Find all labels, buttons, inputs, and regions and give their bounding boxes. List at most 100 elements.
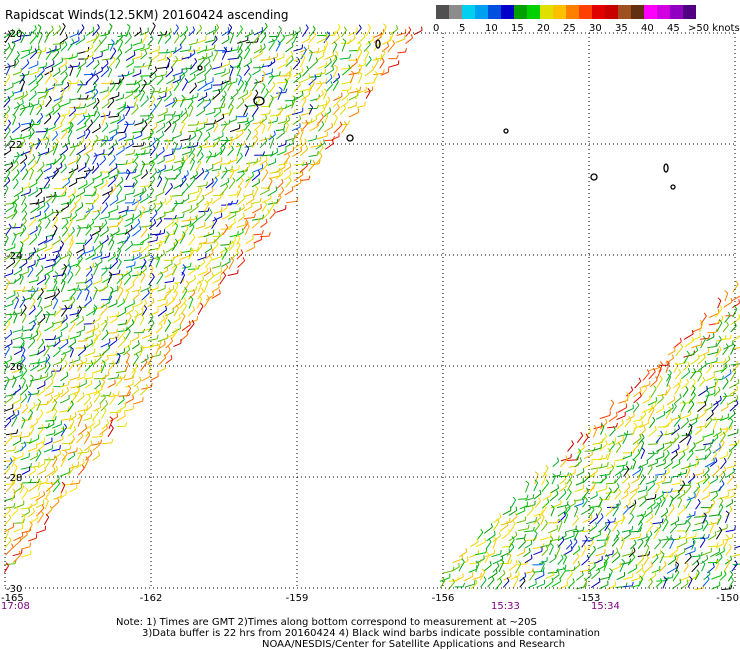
wind-barb-flag [711, 410, 714, 415]
wind-barb [275, 173, 284, 180]
wind-barb [107, 149, 115, 156]
wind-barb-flag [151, 273, 155, 278]
wind-barb [67, 124, 74, 134]
wind-barb-flag [101, 222, 104, 227]
wind-barb [365, 26, 372, 37]
wind-barb-flag [117, 247, 121, 251]
wind-barb-flag [66, 322, 68, 327]
wind-barb-flag [159, 230, 162, 235]
wind-barb-flag [13, 502, 16, 508]
wind-barb-flag [156, 236, 158, 241]
wind-barb [640, 388, 648, 397]
wind-barb [550, 503, 562, 509]
wind-barb-flag [108, 212, 111, 217]
wind-barb [301, 163, 311, 166]
wind-barb [101, 409, 107, 419]
wind-barb-flag [475, 560, 480, 565]
wind-barb-flag [5, 562, 10, 567]
wind-barb-flag [705, 519, 709, 524]
wind-barb-flag [625, 403, 628, 408]
wind-barb [179, 75, 186, 83]
wind-barb [365, 38, 375, 45]
wind-barb-flag [189, 45, 192, 51]
wind-barb [13, 528, 23, 533]
wind-barb [552, 574, 560, 581]
wind-barb [91, 166, 100, 174]
wind-barb [11, 235, 17, 246]
wind-barb [387, 43, 395, 53]
wind-barb-flag [525, 480, 530, 484]
wind-barb [29, 300, 36, 310]
wind-barb [68, 56, 78, 60]
wind-barb [27, 393, 38, 396]
wind-barb [37, 165, 45, 173]
wind-barb [3, 272, 13, 277]
wind-barb [564, 507, 571, 516]
wind-barb [140, 64, 151, 68]
wind-barb [173, 36, 180, 44]
wind-barb [187, 77, 196, 84]
wind-barb [141, 308, 148, 317]
wind-barb [132, 244, 143, 246]
wind-barb [623, 468, 630, 477]
wind-barb-flag [631, 525, 634, 530]
wind-barb-flag [118, 269, 121, 274]
wind-barb [179, 178, 187, 188]
wind-barb [20, 134, 31, 140]
wind-barb [179, 49, 191, 53]
wind-barb [45, 460, 52, 468]
wind-barb [228, 221, 236, 229]
wind-barb [587, 542, 594, 550]
wind-barb-flag [313, 31, 317, 36]
wind-barb-flag [507, 552, 512, 556]
wind-barb [132, 222, 141, 230]
wind-barb-flag [99, 314, 101, 319]
wind-barb [12, 31, 20, 38]
wind-barb [46, 126, 56, 131]
wind-barb [131, 107, 139, 115]
wind-barb-flag [175, 55, 179, 60]
wind-barb-flag [138, 82, 141, 87]
wind-barb-flag [269, 177, 273, 182]
wind-barb [541, 482, 549, 493]
wind-barb [632, 405, 640, 413]
wind-barb [699, 539, 706, 548]
wind-barb [220, 98, 226, 108]
wind-barb-flag [658, 365, 662, 370]
wind-barb-flag [128, 273, 132, 278]
wind-barb [243, 83, 248, 93]
wind-barb-flag [65, 314, 68, 319]
wind-barb-flag [132, 255, 135, 260]
wind-barb [267, 76, 274, 85]
wind-barb [139, 387, 149, 396]
wind-barb-flag [61, 57, 64, 62]
wind-barb [140, 163, 146, 172]
wind-barb-flag [9, 146, 12, 151]
wind-barb-flag [138, 89, 141, 94]
wind-barb-flag [198, 46, 201, 51]
wind-barb [205, 181, 214, 189]
wind-barb [324, 61, 332, 69]
wind-barb-flag [176, 217, 179, 222]
wind-barb [293, 76, 302, 84]
wind-barb [308, 163, 316, 172]
wind-barb-flag [38, 462, 40, 467]
wind-barb [180, 305, 187, 315]
wind-barb [99, 427, 108, 435]
wind-barb [124, 331, 131, 340]
wind-barb [100, 363, 106, 374]
wind-barb [29, 455, 38, 461]
wind-barb [222, 227, 229, 236]
wind-barb [532, 533, 538, 542]
wind-barb [621, 476, 630, 484]
wind-barb [608, 415, 618, 422]
wind-barb [660, 499, 666, 508]
wind-barb [683, 353, 690, 364]
wind-barb [85, 266, 94, 270]
wind-barb-flag [132, 198, 136, 203]
wind-barb [221, 49, 228, 60]
wind-barb [69, 205, 77, 214]
wind-barb-flag [50, 193, 53, 198]
wind-barb [695, 478, 707, 485]
wind-barb-flag [481, 568, 486, 573]
